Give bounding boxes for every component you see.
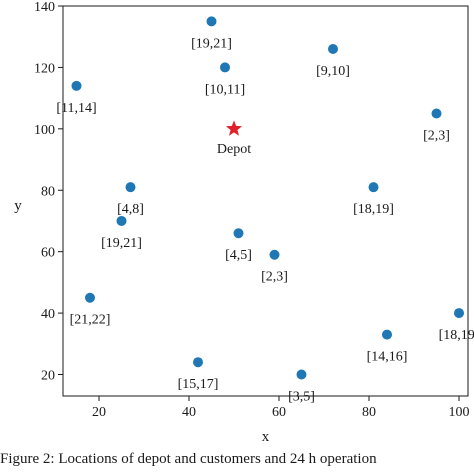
depot-star-icon [225, 120, 243, 136]
y-tick-label: 120 [34, 61, 55, 76]
scatter-chart: 20 40 60 80 100 20 40 60 80 100 120 140 x y [19,21]… [14, 0, 474, 445]
customer-point-label: [15,17] [178, 377, 219, 392]
customer-point-label: [4,8] [117, 202, 144, 217]
x-tick-label: 100 [449, 405, 470, 420]
customer-point [206, 16, 217, 27]
data-points: [19,21] [10,11] [9,10] [11,14] [2,3] [4,8] [18… [56, 16, 474, 405]
customer-point-label: [9,10] [316, 64, 350, 79]
customer-point-label: [18,19] [439, 328, 474, 343]
customer-point [269, 249, 280, 260]
customer-point [296, 369, 307, 380]
customer-point-label: [2,3] [423, 128, 450, 143]
axes [62, 5, 469, 397]
customer-point-label: [19,21] [191, 36, 232, 51]
customer-point [193, 357, 203, 368]
y-tick-label: 100 [34, 123, 55, 138]
customer-point-label: [18,19] [353, 202, 394, 217]
customer-point [71, 80, 82, 91]
customer-point [328, 43, 338, 54]
customer-point [220, 62, 230, 73]
customer-point-label: [21,22] [70, 313, 111, 328]
customer-point [85, 292, 95, 303]
plot-frame [62, 5, 469, 397]
y-tick-label: 40 [41, 307, 55, 322]
x-tick-label: 40 [182, 405, 196, 420]
depot-label: Depot [217, 142, 251, 157]
customer-point-label: [11,14] [56, 101, 96, 116]
ticks: 20 40 60 80 100 20 40 60 80 100 120 140 [34, 0, 470, 420]
figure-caption: Figure 2: Locations of depot and custome… [0, 451, 377, 467]
customer-point [116, 215, 127, 226]
customer-point-label: [2,3] [261, 270, 288, 285]
customer-point-label: [19,21] [101, 236, 142, 251]
customer-point [382, 329, 392, 340]
x-tick-label: 20 [92, 405, 106, 420]
customer-point-label: [4,5] [225, 248, 252, 263]
customer-point-label: [3,5] [288, 390, 315, 405]
x-tick-label: 60 [272, 405, 286, 420]
customer-point-label: [14,16] [367, 350, 408, 365]
y-tick-label: 60 [41, 246, 55, 261]
customer-point-label: [10,11] [205, 82, 245, 97]
x-tick-label: 80 [362, 405, 376, 420]
y-axis-label: y [14, 198, 22, 214]
customer-point [125, 182, 136, 193]
customer-point [233, 228, 244, 239]
x-axis-label: x [262, 429, 270, 445]
y-tick-label: 140 [34, 0, 55, 15]
customer-point [368, 182, 379, 193]
customer-point [431, 108, 442, 119]
customer-point [454, 308, 464, 319]
y-tick-label: 20 [41, 369, 55, 384]
y-tick-label: 80 [41, 184, 55, 199]
